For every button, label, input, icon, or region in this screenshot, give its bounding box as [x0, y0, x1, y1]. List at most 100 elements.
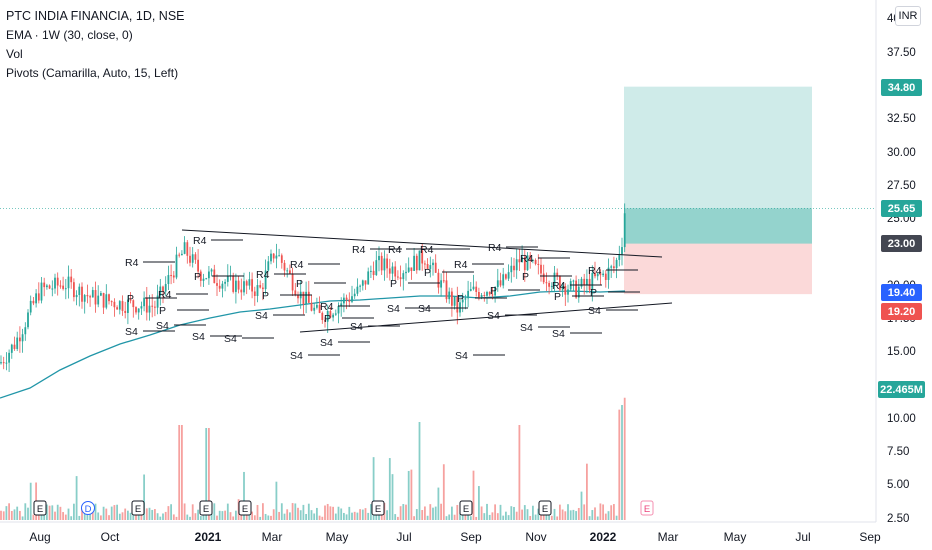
long-position-zones[interactable]: [0, 86, 876, 295]
volume-bar: [407, 470, 410, 520]
candle-body: [151, 305, 154, 307]
pivot-label: R4: [454, 259, 468, 271]
pivot-label: P: [296, 278, 303, 290]
volume-bar: [434, 506, 437, 520]
volume-bar: [129, 512, 132, 520]
target-zone: [624, 86, 812, 244]
ema-path: [0, 290, 626, 399]
volume-bar: [318, 515, 321, 520]
symbol-title[interactable]: PTC INDIA FINANCIA, 1D, NSE: [6, 9, 185, 23]
candle-body: [334, 313, 337, 315]
volume-bar: [75, 476, 78, 520]
candle-body: [48, 285, 51, 289]
volume-bar: [367, 512, 370, 520]
candle-body: [29, 300, 32, 313]
candle-body: [464, 298, 467, 300]
volume-bar: [326, 503, 329, 520]
axes: 4037.5032.5030.0027.5025.0020.0017.5015.…: [0, 0, 916, 544]
candle-body: [21, 334, 24, 342]
volume-bar: [235, 510, 237, 520]
candle-body: [32, 300, 35, 304]
volume-bar: [316, 507, 318, 520]
candle-body: [156, 295, 159, 308]
volume-bar: [370, 504, 372, 520]
candle-body: [197, 259, 199, 272]
event-marker-label: E: [542, 504, 548, 515]
candle-body: [94, 290, 97, 305]
volume-bar: [8, 503, 10, 520]
volume-bar: [208, 428, 210, 520]
candle-body: [121, 301, 124, 311]
candle-body: [264, 270, 267, 290]
candle-body: [89, 296, 91, 298]
pivot-label: R4: [290, 259, 304, 271]
volume-bar: [456, 504, 459, 520]
trend-lines[interactable]: [181, 229, 673, 333]
indicator-volume[interactable]: Vol: [6, 47, 23, 61]
candle-body: [494, 287, 496, 296]
ema-price-badge: 19.40: [881, 284, 922, 301]
volume-bar: [451, 506, 453, 520]
volume-bar: [397, 516, 399, 520]
candle-body: [278, 255, 280, 257]
candle-body: [564, 286, 567, 295]
volume-bar: [197, 509, 199, 520]
volume-bar: [340, 508, 343, 520]
candle-body: [313, 307, 316, 311]
volume-bar: [0, 510, 2, 520]
candle-body: [375, 260, 378, 276]
time-axis-label: Oct: [101, 530, 120, 544]
currency-button[interactable]: INR: [895, 6, 921, 26]
volume-bar: [615, 515, 618, 520]
volume-bar: [10, 510, 13, 520]
volume-bar: [124, 508, 127, 520]
candle-body: [518, 259, 521, 263]
candle-body: [102, 293, 105, 308]
price-tick-label: 30.00: [887, 147, 916, 159]
candle-body: [91, 290, 94, 298]
candle-body: [378, 255, 380, 261]
volume-bar: [181, 425, 183, 520]
volume-bar: [202, 512, 205, 520]
candle-body: [324, 319, 326, 322]
volume-bar: [405, 504, 407, 520]
time-axis-label: Jul: [396, 530, 411, 544]
indicator-pivots[interactable]: Pivots (Camarilla, Auto, 15, Left): [6, 66, 179, 80]
candle-body: [499, 280, 502, 286]
candle-body: [577, 286, 580, 298]
candle-body: [359, 285, 361, 287]
price-tick-label: 27.50: [887, 180, 916, 192]
candle-body: [143, 297, 145, 307]
volume-bar: [537, 508, 540, 520]
indicator-ema[interactable]: EMA · 1W (30, close, 0): [6, 28, 133, 42]
stop-zone: [624, 243, 812, 295]
candle-body: [59, 285, 62, 287]
candle-body: [321, 312, 324, 320]
candle-body: [275, 255, 278, 259]
candle-body: [615, 259, 618, 269]
candle-body: [580, 278, 583, 287]
volume-bar: [534, 514, 537, 520]
candle-body: [202, 278, 205, 281]
time-axis-label: Aug: [29, 530, 50, 544]
volume-bar: [353, 511, 356, 520]
candle-body: [162, 286, 164, 292]
volume-bar: [459, 513, 461, 520]
pivot-label: S4: [255, 310, 268, 322]
volume-bar: [604, 513, 607, 520]
volume-bar: [51, 505, 54, 520]
candle-body: [35, 293, 37, 304]
candle-body: [235, 280, 237, 292]
candle-body: [496, 280, 499, 288]
volume-bar: [297, 507, 299, 520]
chart-legend: PTC INDIA FINANCIA, 1D, NSE EMA · 1W (30…: [6, 7, 185, 83]
volume-bar: [583, 504, 586, 520]
price-tick-label: 37.50: [887, 47, 916, 59]
candle-body: [240, 289, 243, 293]
volume-bar: [372, 457, 375, 520]
volume-bar: [64, 514, 67, 520]
volume-bar: [599, 503, 602, 520]
candle-body: [618, 254, 621, 260]
